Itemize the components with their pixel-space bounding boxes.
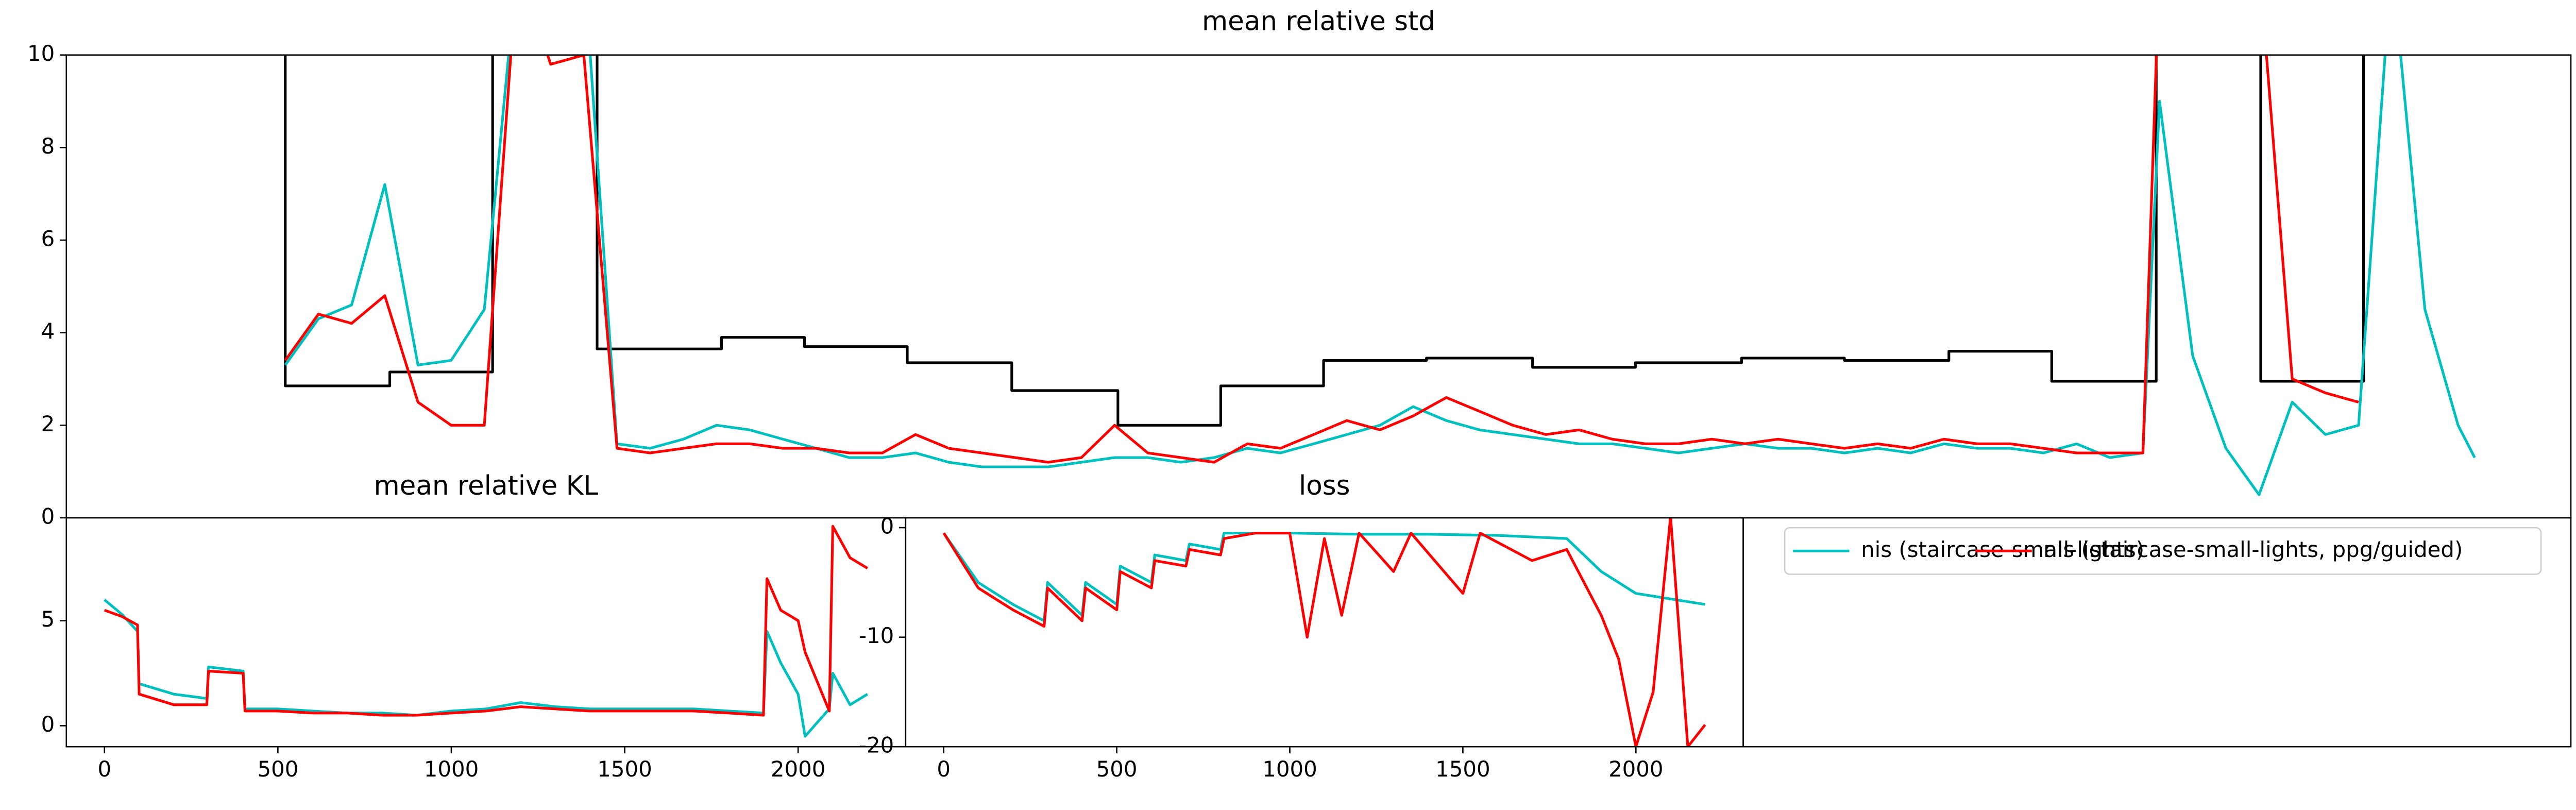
legend-label: nis (staircase-small-lights, ppg/guided) xyxy=(2043,537,2463,562)
series-line xyxy=(284,55,2359,464)
x-tick-label: 500 xyxy=(1096,756,1138,782)
chart-title: loss xyxy=(1299,470,1350,501)
x-tick-label: 1000 xyxy=(1262,756,1317,782)
series-line xyxy=(942,531,1705,622)
x-tick-label: 1000 xyxy=(424,756,479,782)
y-tick-label: 2 xyxy=(41,411,55,436)
x-tick-label: 1500 xyxy=(597,756,652,782)
legend-label: nis (staircase-small-lights) xyxy=(1861,537,2144,562)
y-tick-label: 0 xyxy=(880,514,894,539)
x-tick-label: 0 xyxy=(937,756,951,782)
y-tick-label: 0 xyxy=(41,712,55,737)
x-tick-label: 2000 xyxy=(1608,756,1663,782)
plot-area xyxy=(942,517,1706,747)
series-line xyxy=(104,525,869,717)
series-line xyxy=(942,517,1706,747)
y-tick-label: 0 xyxy=(41,503,55,529)
y-tick-label: 10 xyxy=(27,41,55,66)
y-tick-label: 6 xyxy=(41,226,55,251)
legend-box xyxy=(1784,527,2542,575)
x-tick-label: 1500 xyxy=(1435,756,1490,782)
y-tick-label: 5 xyxy=(41,606,55,632)
y-tick-label: 8 xyxy=(41,133,55,159)
x-tick-label: 500 xyxy=(257,756,298,782)
axes-frame xyxy=(905,517,1744,748)
chart-title: mean relative KL xyxy=(374,470,599,501)
chart-title: mean relative std xyxy=(1202,6,1435,37)
plot-area xyxy=(284,55,2476,496)
x-tick-label: 0 xyxy=(98,756,112,782)
series-line xyxy=(284,55,2365,427)
x-tick-label: 2000 xyxy=(771,756,826,782)
plot-area xyxy=(104,525,869,738)
y-tick-label: -10 xyxy=(859,623,894,648)
y-tick-label: -20 xyxy=(859,733,894,758)
y-tick-label: 4 xyxy=(41,318,55,344)
